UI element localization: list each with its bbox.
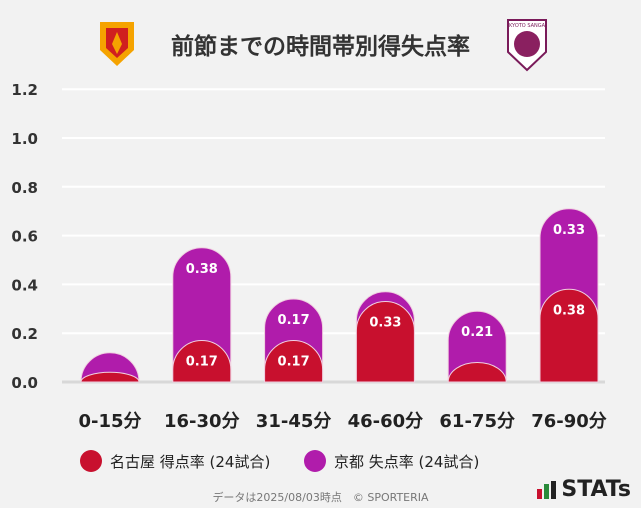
legend-swatch-purple [304, 450, 326, 472]
svg-text:KYOTO SANGA: KYOTO SANGA [509, 23, 546, 29]
nagoya-logo [100, 22, 134, 66]
x-tick-label: 61-75分 [439, 411, 515, 432]
y-tick-label: 0.6 [11, 228, 38, 246]
stats-logo: STATs [537, 477, 631, 502]
x-tick-label: 76-90分 [531, 411, 607, 432]
footer-credit: データは2025/08/03時点 © SPORTERIA [212, 491, 429, 504]
bar-nagoya-scored [355, 301, 415, 383]
data-label: 0.38 [553, 303, 585, 318]
y-tick-label: 0.4 [11, 276, 38, 294]
kyoto-logo: KYOTO SANGA [507, 19, 547, 72]
y-tick-label: 0.0 [11, 374, 38, 392]
bar-kyoto-conceded [447, 310, 507, 383]
data-label: 0.17 [278, 355, 310, 370]
x-tick-label: 0-15分 [78, 411, 141, 432]
y-tick-label: 1.0 [11, 130, 38, 148]
data-label: 0.17 [186, 355, 218, 370]
legend-item-nagoya: 名古屋 得点率 (24試合) [80, 450, 270, 472]
y-tick-label: 0.8 [11, 179, 38, 197]
bar-nagoya-scored [264, 340, 324, 383]
data-label: 0.33 [369, 315, 401, 330]
data-label: 0.38 [186, 262, 218, 277]
data-label: 0.17 [278, 313, 310, 328]
x-tick-label: 46-60分 [348, 411, 424, 432]
legend-swatch-red [80, 450, 102, 472]
x-tick-label: 31-45分 [256, 411, 332, 432]
data-label: 0.21 [461, 325, 493, 340]
legend-label: 名古屋 得点率 (24試合) [110, 452, 271, 471]
bar-nagoya-scored [447, 362, 507, 383]
y-tick-label: 1.2 [11, 81, 38, 99]
stats-bars-icon [537, 480, 557, 499]
chart-title: 前節までの時間帯別得失点率 [171, 34, 470, 60]
stats-text: STATs [561, 477, 631, 502]
bar-nagoya-scored [539, 288, 599, 383]
legend-item-kyoto: 京都 失点率 (24試合) [304, 450, 479, 472]
data-label: 0.33 [553, 223, 585, 238]
y-tick-label: 0.2 [11, 325, 38, 343]
bar-nagoya-scored [80, 371, 140, 383]
bar-nagoya-scored [172, 340, 232, 383]
legend-label: 京都 失点率 (24試合) [334, 452, 480, 471]
x-tick-label: 16-30分 [164, 411, 240, 432]
